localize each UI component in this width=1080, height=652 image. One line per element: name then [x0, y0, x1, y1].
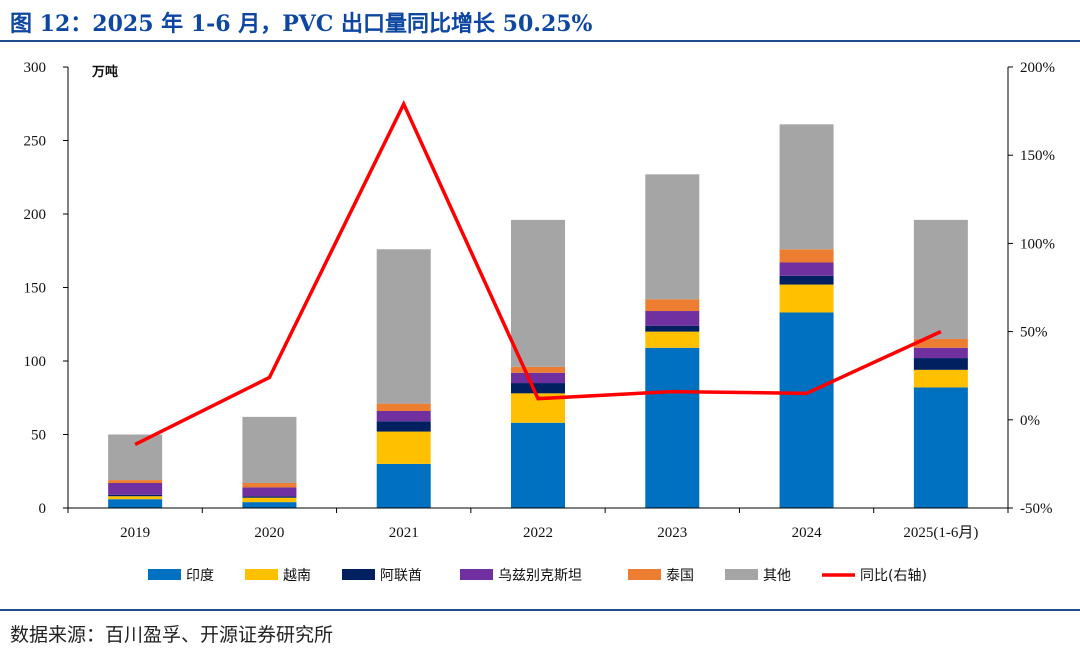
source-note: 数据来源：百川盈孚、开源证券研究所: [10, 624, 334, 646]
bar-2023-series-4: [645, 299, 700, 312]
right-tick-label-2: 50%: [1020, 325, 1048, 341]
bar-2020-series-0: [242, 502, 297, 508]
legend: 印度 越南 阿联酋 乌兹别克斯坦 泰国 其他 同比(右轴): [148, 567, 927, 584]
bar-2024-series-0: [779, 312, 834, 508]
x-tick-label-6: 2025(1-6月): [903, 525, 978, 541]
legend-label-5: 其他: [763, 568, 791, 584]
bar-2019-series-2: [108, 494, 163, 497]
bar-2021-series-4: [376, 403, 431, 411]
chart-title: 图 12：2025 年 1-6 月，PVC 出口量同比增长 50.25%: [10, 11, 593, 37]
bar-2020-series-1: [242, 497, 297, 503]
yoy-line-layer: [134, 99, 942, 447]
right-tick-label-5: 200%: [1020, 60, 1055, 76]
legend-swatch-2: [342, 569, 375, 580]
bar-2020-series-3: [242, 487, 297, 497]
bar-2020-series-5: [242, 416, 297, 484]
bar-2021-series-5: [376, 249, 431, 404]
legend-label-6: 同比(右轴): [860, 568, 927, 584]
bar-2025(1-6月)-series-1: [913, 369, 968, 388]
bar-2020-series-2: [242, 496, 297, 498]
bar-2024-series-2: [779, 275, 834, 285]
right-tick-label-3: 100%: [1020, 236, 1055, 252]
legend-label-1: 越南: [283, 568, 311, 584]
legend-swatch-5: [725, 569, 758, 580]
title-rule: [0, 40, 1080, 42]
bar-2019-series-0: [108, 499, 163, 508]
bar-2023-series-2: [645, 325, 700, 332]
x-tick-label-3: 2022: [523, 525, 553, 541]
legend-label-3: 乌兹别克斯坦: [498, 568, 582, 584]
chart: 0 50 100 150 200 250 300 -50% 0% 50% 100% 150% 200% 2…: [24, 60, 1056, 584]
x-tick-label-1: 2020: [254, 525, 284, 541]
source-rule: [0, 609, 1080, 611]
bar-2019-series-3: [108, 483, 163, 495]
bar-2021-series-2: [376, 421, 431, 432]
legend-label-0: 印度: [186, 568, 214, 584]
bar-2019-series-1: [108, 496, 163, 500]
bar-2022-series-2: [511, 383, 565, 394]
bar-2021-series-0: [376, 463, 431, 508]
left-tick-label-6: 300: [24, 60, 47, 76]
bar-2021-series-1: [376, 431, 431, 464]
bar-2023-series-0: [645, 347, 700, 508]
bar-2022-series-0: [511, 422, 565, 508]
right-tick-label-0: -50%: [1020, 501, 1053, 517]
left-axis-unit: 万吨: [91, 64, 118, 80]
left-tick-label-5: 250: [24, 134, 47, 150]
bar-2024-series-3: [779, 262, 834, 276]
legend-swatch-3: [460, 569, 493, 580]
legend-label-4: 泰国: [666, 568, 694, 584]
legend-swatch-4: [628, 569, 661, 580]
bar-2023-series-5: [645, 174, 700, 300]
left-tick-label-1: 50: [31, 428, 46, 444]
left-tick-label-0: 0: [39, 501, 47, 517]
bar-2025(1-6月)-series-3: [913, 347, 968, 359]
bar-2022-series-3: [511, 372, 565, 384]
right-tick-label-1: 0%: [1020, 413, 1040, 429]
bar-2019-series-5: [108, 434, 163, 481]
bar-2022-series-4: [511, 366, 565, 373]
axes-layer: 0 50 100 150 200 250 300 -50% 0% 50% 100% 150% 200% 2…: [24, 60, 1056, 541]
bar-2024-series-5: [779, 124, 834, 250]
bar-2024-series-4: [779, 249, 834, 263]
legend-swatch-1: [245, 569, 278, 580]
right-tick-label-4: 150%: [1020, 148, 1055, 164]
x-tick-label-4: 2023: [657, 525, 687, 541]
bar-2025(1-6月)-series-2: [913, 358, 968, 370]
legend-swatch-0: [148, 569, 181, 580]
x-tick-label-5: 2024: [792, 525, 823, 541]
left-tick-label-4: 200: [24, 207, 47, 223]
legend-label-2: 阿联酋: [380, 567, 422, 584]
bar-2023-series-1: [645, 331, 700, 348]
left-tick-label-2: 100: [24, 354, 47, 370]
bar-2022-series-5: [511, 219, 565, 367]
bar-2025(1-6月)-series-5: [913, 219, 968, 339]
left-tick-label-3: 150: [24, 281, 47, 297]
bar-2025(1-6月)-series-4: [913, 338, 968, 348]
x-tick-label-2: 2021: [389, 525, 419, 541]
bar-2019-series-4: [108, 480, 163, 484]
bar-2021-series-3: [376, 410, 431, 422]
bar-2025(1-6月)-series-0: [913, 387, 968, 508]
bar-2020-series-4: [242, 483, 297, 488]
x-tick-label-0: 2019: [120, 525, 150, 541]
bars-layer: [108, 124, 968, 508]
bar-2023-series-3: [645, 311, 700, 326]
bar-2024-series-1: [779, 284, 834, 313]
